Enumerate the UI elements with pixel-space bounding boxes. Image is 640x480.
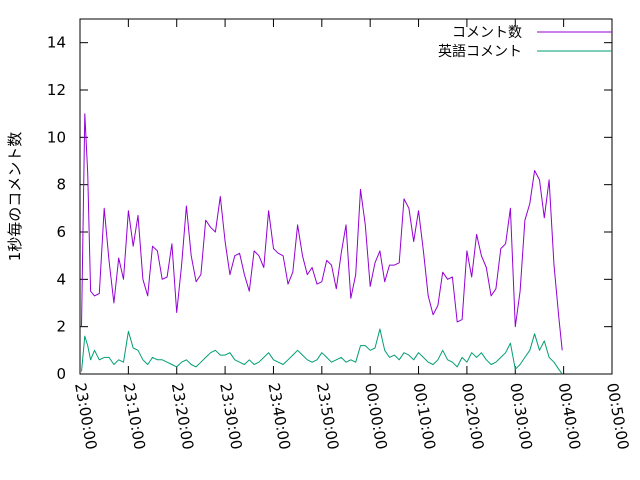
x-tick-label: 00:00:00 [361,382,390,451]
x-tick-label: 23:00:00 [71,382,100,451]
x-tick-label: 00:30:00 [506,382,535,451]
y-tick-label: 0 [56,365,66,383]
series-line-2 [81,328,563,375]
y-tick-label: 6 [56,223,66,241]
x-tick-label: 23:10:00 [119,382,148,451]
legend-label: コメント数 [452,25,522,41]
x-tick-label: 23:40:00 [265,382,294,451]
x-tick-label: 00:40:00 [555,382,584,451]
x-tick-label: 00:10:00 [410,382,439,451]
series-layer [81,113,563,375]
x-tick-label: 23:30:00 [216,382,245,451]
y-tick-label: 8 [56,176,66,194]
plot-frame [79,18,613,375]
y-axis: 0 2 4 6 8 10 12 14 [47,34,612,383]
x-tick-label: 00:20:00 [458,382,487,451]
series-line-1 [81,113,563,351]
y-tick-label: 14 [47,34,66,52]
y-tick-label: 4 [56,270,66,288]
y-axis-label: 1秒毎のコメント数 [6,132,24,262]
plot-border [79,18,613,375]
x-tick-label: 00:50:00 [603,382,632,451]
y-tick-label: 2 [56,318,66,336]
y-tick-label: 10 [47,128,66,146]
legend-label: 英語コメント [438,43,522,60]
x-axis: 23:00:00 23:10:00 23:20:00 23:30:00 23:40:00… [71,19,632,451]
x-tick-label: 23:50:00 [313,382,342,451]
x-tick-label: 23:20:00 [168,382,197,451]
y-tick-label: 12 [47,81,66,99]
